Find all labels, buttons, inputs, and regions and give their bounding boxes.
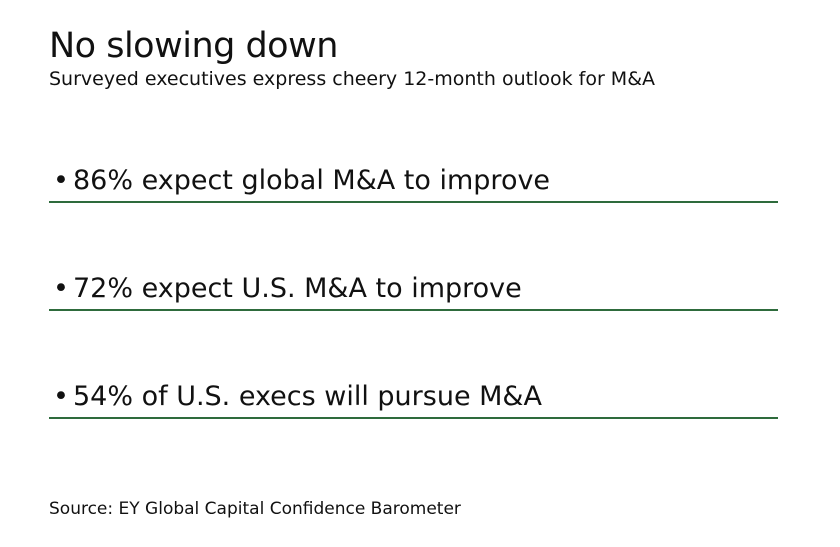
stat-label: 54% of U.S. execs will pursue M&A: [73, 381, 542, 412]
stat-list: • 86% expect global M&A to improve • 72% e…: [49, 150, 778, 474]
stat-divider: [49, 309, 778, 311]
stat-item: • 86% expect global M&A to improve: [49, 150, 778, 258]
stat-text: • 54% of U.S. execs will pursue M&A: [49, 378, 542, 416]
page-subtitle: Surveyed executives express cheery 12-mo…: [49, 68, 656, 90]
stat-label: 72% expect U.S. M&A to improve: [73, 273, 522, 304]
stat-divider: [49, 417, 778, 419]
source-note: Source: EY Global Capital Confidence Bar…: [49, 499, 461, 519]
bullet-icon: •: [53, 165, 69, 196]
stat-divider: [49, 201, 778, 203]
stat-item: • 72% expect U.S. M&A to improve: [49, 258, 778, 366]
stat-label: 86% expect global M&A to improve: [73, 165, 551, 196]
bullet-icon: •: [53, 381, 69, 412]
stat-text: • 72% expect U.S. M&A to improve: [49, 270, 522, 308]
stat-text: • 86% expect global M&A to improve: [49, 162, 550, 200]
bullet-icon: •: [53, 273, 69, 304]
stat-item: • 54% of U.S. execs will pursue M&A: [49, 366, 778, 474]
page-title: No slowing down: [49, 26, 338, 66]
